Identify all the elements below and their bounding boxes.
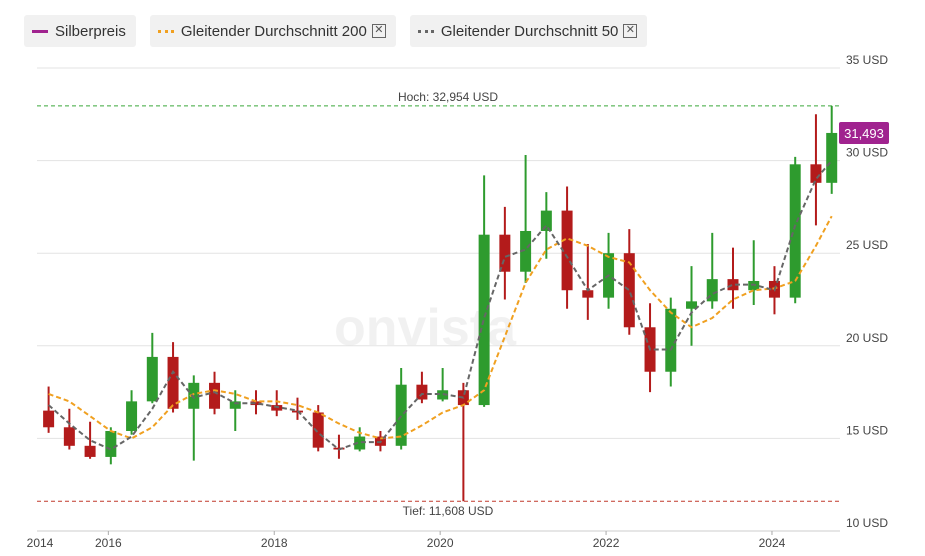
candle-body xyxy=(250,401,262,406)
watermark: onvista xyxy=(334,299,517,357)
candle-body xyxy=(105,430,117,457)
y-tick-label: 35 USD xyxy=(846,53,888,67)
y-tick-label: 30 USD xyxy=(846,146,888,160)
candle-body xyxy=(167,356,179,409)
legend-swatch xyxy=(157,29,174,33)
legend-swatch xyxy=(417,29,434,33)
candle-body xyxy=(395,384,407,446)
candle-body xyxy=(706,279,718,302)
remove-button[interactable]: ✕ xyxy=(371,24,386,38)
candle-body xyxy=(826,132,838,183)
candle-body xyxy=(520,230,532,272)
remove-button[interactable]: ✕ xyxy=(623,24,638,38)
candle-body xyxy=(727,279,739,291)
candle-body xyxy=(354,436,366,450)
candle-body xyxy=(126,401,138,431)
low-line-label: Tief: 11,608 USD xyxy=(403,504,494,518)
candle-body xyxy=(623,253,635,328)
candle-body xyxy=(686,301,698,309)
legend-item[interactable]: Gleitender Durchschnitt 200 ✕ xyxy=(149,15,396,47)
legend-label: Gleitender Durchschnitt 200 xyxy=(180,22,367,40)
y-tick-label: 25 USD xyxy=(846,238,888,252)
x-start-label: 2014 xyxy=(27,536,54,550)
candle-body xyxy=(146,356,158,402)
legend-label: Silberpreis xyxy=(55,22,126,40)
x-tick-label: 2016 xyxy=(95,536,122,550)
legend-label: Gleitender Durchschnitt 50 xyxy=(440,22,619,40)
candle-body xyxy=(561,210,573,291)
candle-body xyxy=(84,445,96,457)
candle-body xyxy=(789,164,801,298)
x-tick-label: 2024 xyxy=(759,536,786,550)
candle-body xyxy=(229,401,241,409)
y-tick-label: 20 USD xyxy=(846,331,888,345)
candle-body xyxy=(43,410,55,428)
legend-item[interactable]: Gleitender Durchschnitt 50 ✕ xyxy=(409,15,648,47)
x-tick-label: 2022 xyxy=(593,536,620,550)
candle-body xyxy=(582,290,594,298)
candle-body xyxy=(188,382,200,409)
candle-body xyxy=(499,234,511,272)
high-line-label: Hoch: 32,954 USD xyxy=(398,90,498,104)
candle-body xyxy=(478,234,490,406)
moving-average xyxy=(48,215,833,440)
candle-body xyxy=(416,384,428,400)
last-price-label: 31,493 xyxy=(844,126,884,141)
candle-body xyxy=(63,427,75,446)
last-price-badge xyxy=(839,121,889,144)
y-tick-label: 10 USD xyxy=(846,516,888,530)
x-tick-label: 2020 xyxy=(427,536,454,550)
candle-body xyxy=(312,412,324,448)
y-tick-label: 15 USD xyxy=(846,423,888,437)
legend-swatch xyxy=(32,29,48,33)
candle-body xyxy=(810,164,822,183)
candle-body xyxy=(209,382,221,409)
legend: Silberpreis Gleitender Durchschnitt 200 ✕ G… xyxy=(24,15,648,47)
x-tick-label: 2018 xyxy=(261,536,288,550)
candle-body xyxy=(665,308,677,372)
legend-item[interactable]: Silberpreis xyxy=(24,15,136,47)
candle-body xyxy=(540,210,552,231)
